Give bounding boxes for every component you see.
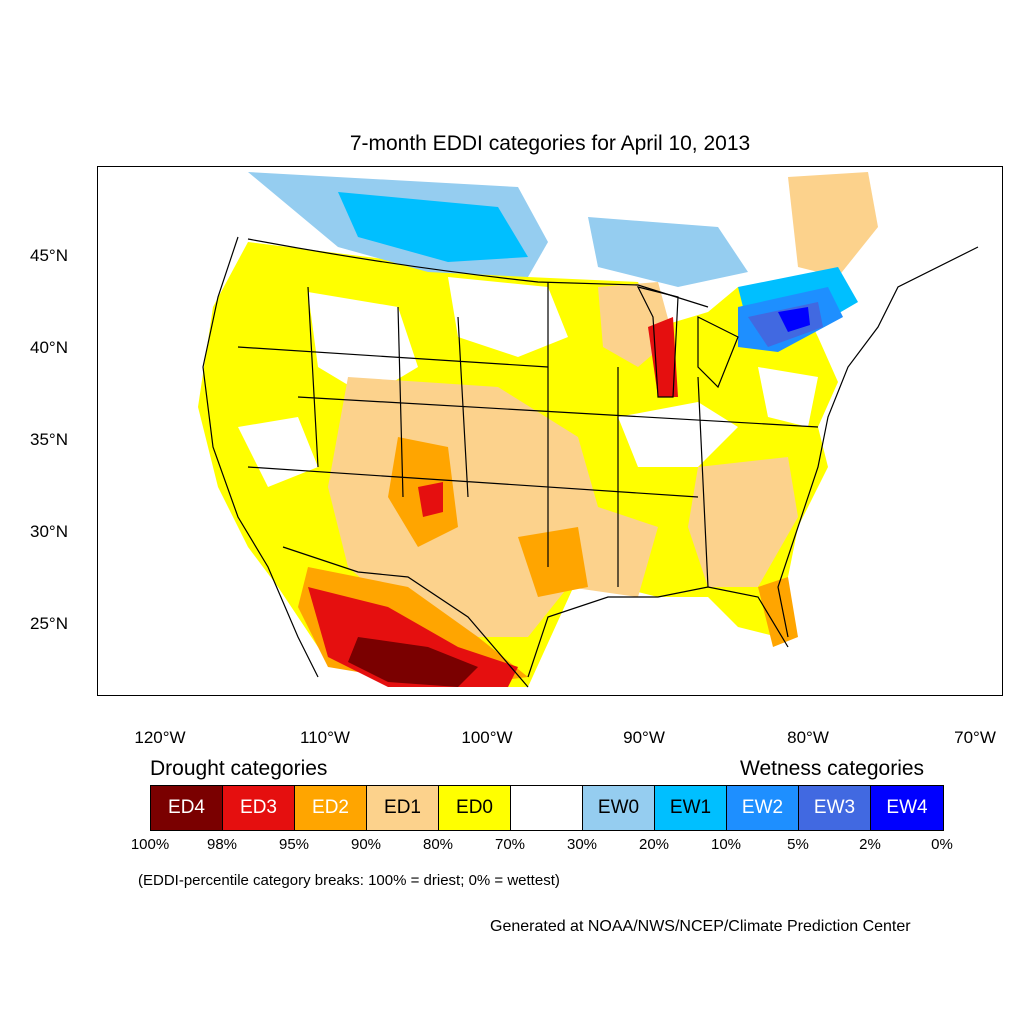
map-panel	[97, 166, 1003, 696]
lat-label-35: 35°N	[30, 430, 68, 449]
lon-label-120: 120°W	[134, 728, 186, 747]
ed1-region	[688, 457, 798, 587]
lon-label-90: 90°W	[623, 728, 665, 747]
percentile-label: 10%	[710, 836, 742, 853]
ew1-region	[338, 192, 528, 262]
lon-label-100: 100°W	[461, 728, 513, 747]
credit-text: Generated at NOAA/NWS/NCEP/Climate Predi…	[490, 918, 911, 935]
legend-bar: ED4 ED3 ED2 ED1 ED0 EW0 EW1 EW2 EW3 EW4	[150, 785, 944, 831]
gulf-coast	[527, 586, 789, 678]
percentile-label: 80%	[422, 836, 454, 853]
map-title: 7-month EDDI categories for April 10, 20…	[349, 132, 751, 155]
ew4-region	[778, 307, 810, 332]
percentile-label: 5%	[787, 836, 809, 853]
neutral-region	[308, 292, 418, 397]
percentile-label: 2%	[859, 836, 881, 853]
ed2-region	[758, 577, 798, 647]
percentile-label: 98%	[206, 836, 238, 853]
legend-cell-ed2: ED2	[295, 786, 367, 830]
percentile-label: 100%	[130, 836, 170, 853]
ed3-region	[418, 482, 443, 517]
us-mexico-border	[282, 546, 529, 688]
neutral-region	[448, 277, 568, 357]
percentile-label: 90%	[350, 836, 382, 853]
legend-cell-neutral	[511, 786, 583, 830]
wetness-heading: Wetness categories	[740, 757, 925, 780]
east-coast	[777, 246, 979, 638]
eddi-map	[198, 172, 979, 688]
lon-label-80: 80°W	[787, 728, 829, 747]
neutral-region	[238, 417, 318, 487]
ed4-region	[348, 637, 478, 687]
great-lakes	[636, 286, 739, 398]
legend-cell-ed3: ED3	[223, 786, 295, 830]
ed3-region	[648, 317, 678, 397]
percentile-label: 95%	[278, 836, 310, 853]
ew0-region	[588, 217, 748, 287]
lat-label-25: 25°N	[30, 614, 68, 633]
legend-cell-ed4: ED4	[151, 786, 223, 830]
us-canada-border	[247, 238, 709, 308]
lon-label-110: 110°W	[300, 728, 350, 747]
category-note: (EDDI-percentile category breaks: 100% =…	[138, 872, 560, 889]
legend-cell-ew2: EW2	[727, 786, 799, 830]
percentile-label: 70%	[494, 836, 526, 853]
data-layer	[198, 172, 878, 687]
percentile-label: 0%	[931, 836, 953, 853]
west-coast	[202, 236, 319, 678]
neutral-region	[618, 402, 738, 467]
lon-label-70: 70°W	[954, 728, 996, 747]
legend-cell-ew3: EW3	[799, 786, 871, 830]
ed1-region	[788, 172, 878, 277]
ed2-region	[518, 527, 588, 597]
lat-label-40: 40°N	[30, 338, 68, 357]
lat-label-45: 45°N	[30, 246, 68, 265]
lat-label-30: 30°N	[30, 522, 68, 541]
legend-cell-ed1: ED1	[367, 786, 439, 830]
state-lines	[237, 282, 819, 588]
boundary-layer	[202, 236, 979, 688]
legend-cell-ew0: EW0	[583, 786, 655, 830]
percentile-label: 20%	[638, 836, 670, 853]
legend-cell-ew4: EW4	[871, 786, 943, 830]
percentile-label: 30%	[566, 836, 598, 853]
legend-cell-ed0: ED0	[439, 786, 511, 830]
neutral-region	[758, 367, 818, 427]
legend-cell-ew1: EW1	[655, 786, 727, 830]
drought-heading: Drought categories	[150, 757, 328, 780]
